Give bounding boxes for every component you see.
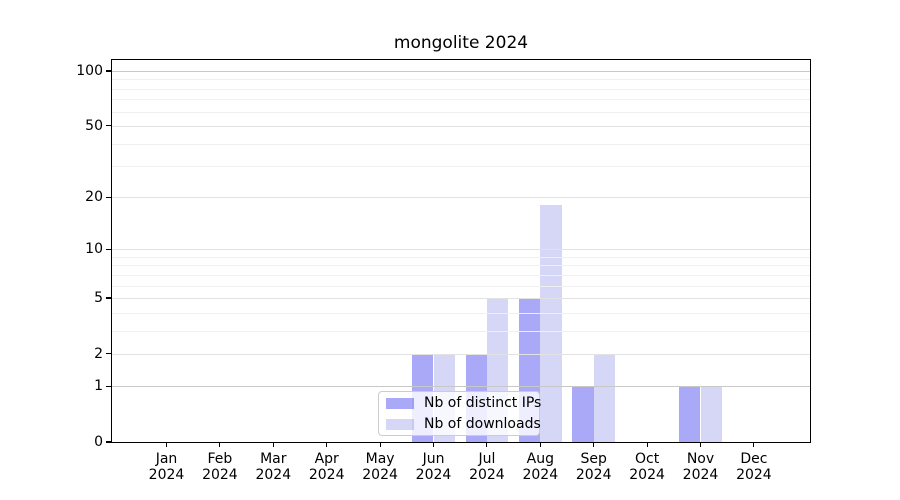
x-tick-label: Feb 2024 xyxy=(202,451,238,483)
legend-swatch-distinct-ips-icon xyxy=(386,397,414,409)
x-tick-label: Jul 2024 xyxy=(469,451,505,483)
x-tick-mark xyxy=(165,442,168,447)
major-gridline xyxy=(112,298,810,299)
legend-label-distinct-ips: Nb of distinct IPs xyxy=(424,395,542,411)
x-tick-mark xyxy=(699,442,702,447)
y-tick-label: 0 xyxy=(94,434,103,450)
bar-distinct-ips xyxy=(679,386,701,442)
x-tick-label: Nov 2024 xyxy=(682,451,719,483)
bar-downloads xyxy=(593,353,615,442)
y-tick-label: 10 xyxy=(85,241,103,258)
legend-label-downloads: Nb of downloads xyxy=(424,416,541,432)
x-tick-mark xyxy=(219,442,221,447)
x-tick-mark xyxy=(379,442,381,447)
major-gridline xyxy=(112,249,810,251)
y-tick-label: 50 xyxy=(85,117,103,134)
minor-gridline xyxy=(112,79,810,81)
y-tick-mark xyxy=(106,441,112,443)
y-tick-mark xyxy=(106,125,112,127)
bar-downloads xyxy=(700,386,722,442)
minor-gridline xyxy=(112,165,810,167)
x-tick-label: Aug 2024 xyxy=(522,451,559,483)
major-gridline xyxy=(112,71,810,72)
y-tick-label: 1 xyxy=(94,378,103,395)
y-tick-mark xyxy=(106,385,112,387)
major-gridline xyxy=(112,386,810,388)
minor-gridline xyxy=(112,111,810,113)
x-tick-label: Jun 2024 xyxy=(415,451,452,483)
minor-gridline xyxy=(112,330,810,332)
y-tick-label: 5 xyxy=(94,290,103,306)
legend-entry-downloads: Nb of downloads xyxy=(379,415,541,433)
x-tick-mark xyxy=(272,442,274,447)
minor-gridline xyxy=(112,274,810,276)
major-gridline xyxy=(112,353,810,355)
minor-gridline xyxy=(112,312,810,314)
y-tick-mark xyxy=(106,248,112,250)
x-tick-label: Mar 2024 xyxy=(255,451,292,483)
x-tick-mark xyxy=(593,442,595,447)
minor-gridline xyxy=(112,143,810,145)
plot-area: Nb of distinct IPs Nb of downloads xyxy=(112,60,810,442)
major-gridline xyxy=(112,197,810,199)
legend: Nb of distinct IPs Nb of downloads xyxy=(378,391,542,436)
x-tick-label: Sep 2024 xyxy=(575,451,612,483)
x-tick-label: May 2024 xyxy=(362,451,398,483)
y-tick-mark xyxy=(106,353,112,355)
x-tick-mark xyxy=(539,442,541,447)
x-tick-label: Apr 2024 xyxy=(308,451,345,483)
major-gridline xyxy=(112,125,810,127)
x-tick-label: Jan 2024 xyxy=(148,451,185,483)
bar-distinct-ips xyxy=(572,386,594,442)
bar-downloads xyxy=(540,205,562,442)
x-tick-mark xyxy=(326,442,328,447)
y-tick-mark xyxy=(106,297,112,299)
legend-swatch-downloads-icon xyxy=(386,418,414,430)
x-tick-mark xyxy=(646,442,648,447)
x-tick-label: Dec 2024 xyxy=(736,451,772,483)
minor-gridline xyxy=(112,88,810,90)
chart-title: mongolite 2024 xyxy=(393,33,529,53)
x-tick-mark xyxy=(753,442,755,447)
x-tick-mark xyxy=(486,442,488,447)
y-tick-mark xyxy=(106,196,112,198)
plot-frame xyxy=(111,59,811,443)
minor-gridline xyxy=(112,256,810,258)
x-tick-label: Oct 2024 xyxy=(629,451,665,483)
y-tick-mark xyxy=(106,70,112,72)
x-tick-mark xyxy=(432,442,435,447)
minor-gridline xyxy=(112,265,810,267)
y-tick-label: 20 xyxy=(85,189,103,206)
minor-gridline xyxy=(112,99,810,101)
legend-entry-distinct-ips: Nb of distinct IPs xyxy=(379,394,542,412)
y-tick-label: 100 xyxy=(76,63,103,79)
y-tick-label: 2 xyxy=(94,345,103,362)
minor-gridline xyxy=(112,285,810,287)
